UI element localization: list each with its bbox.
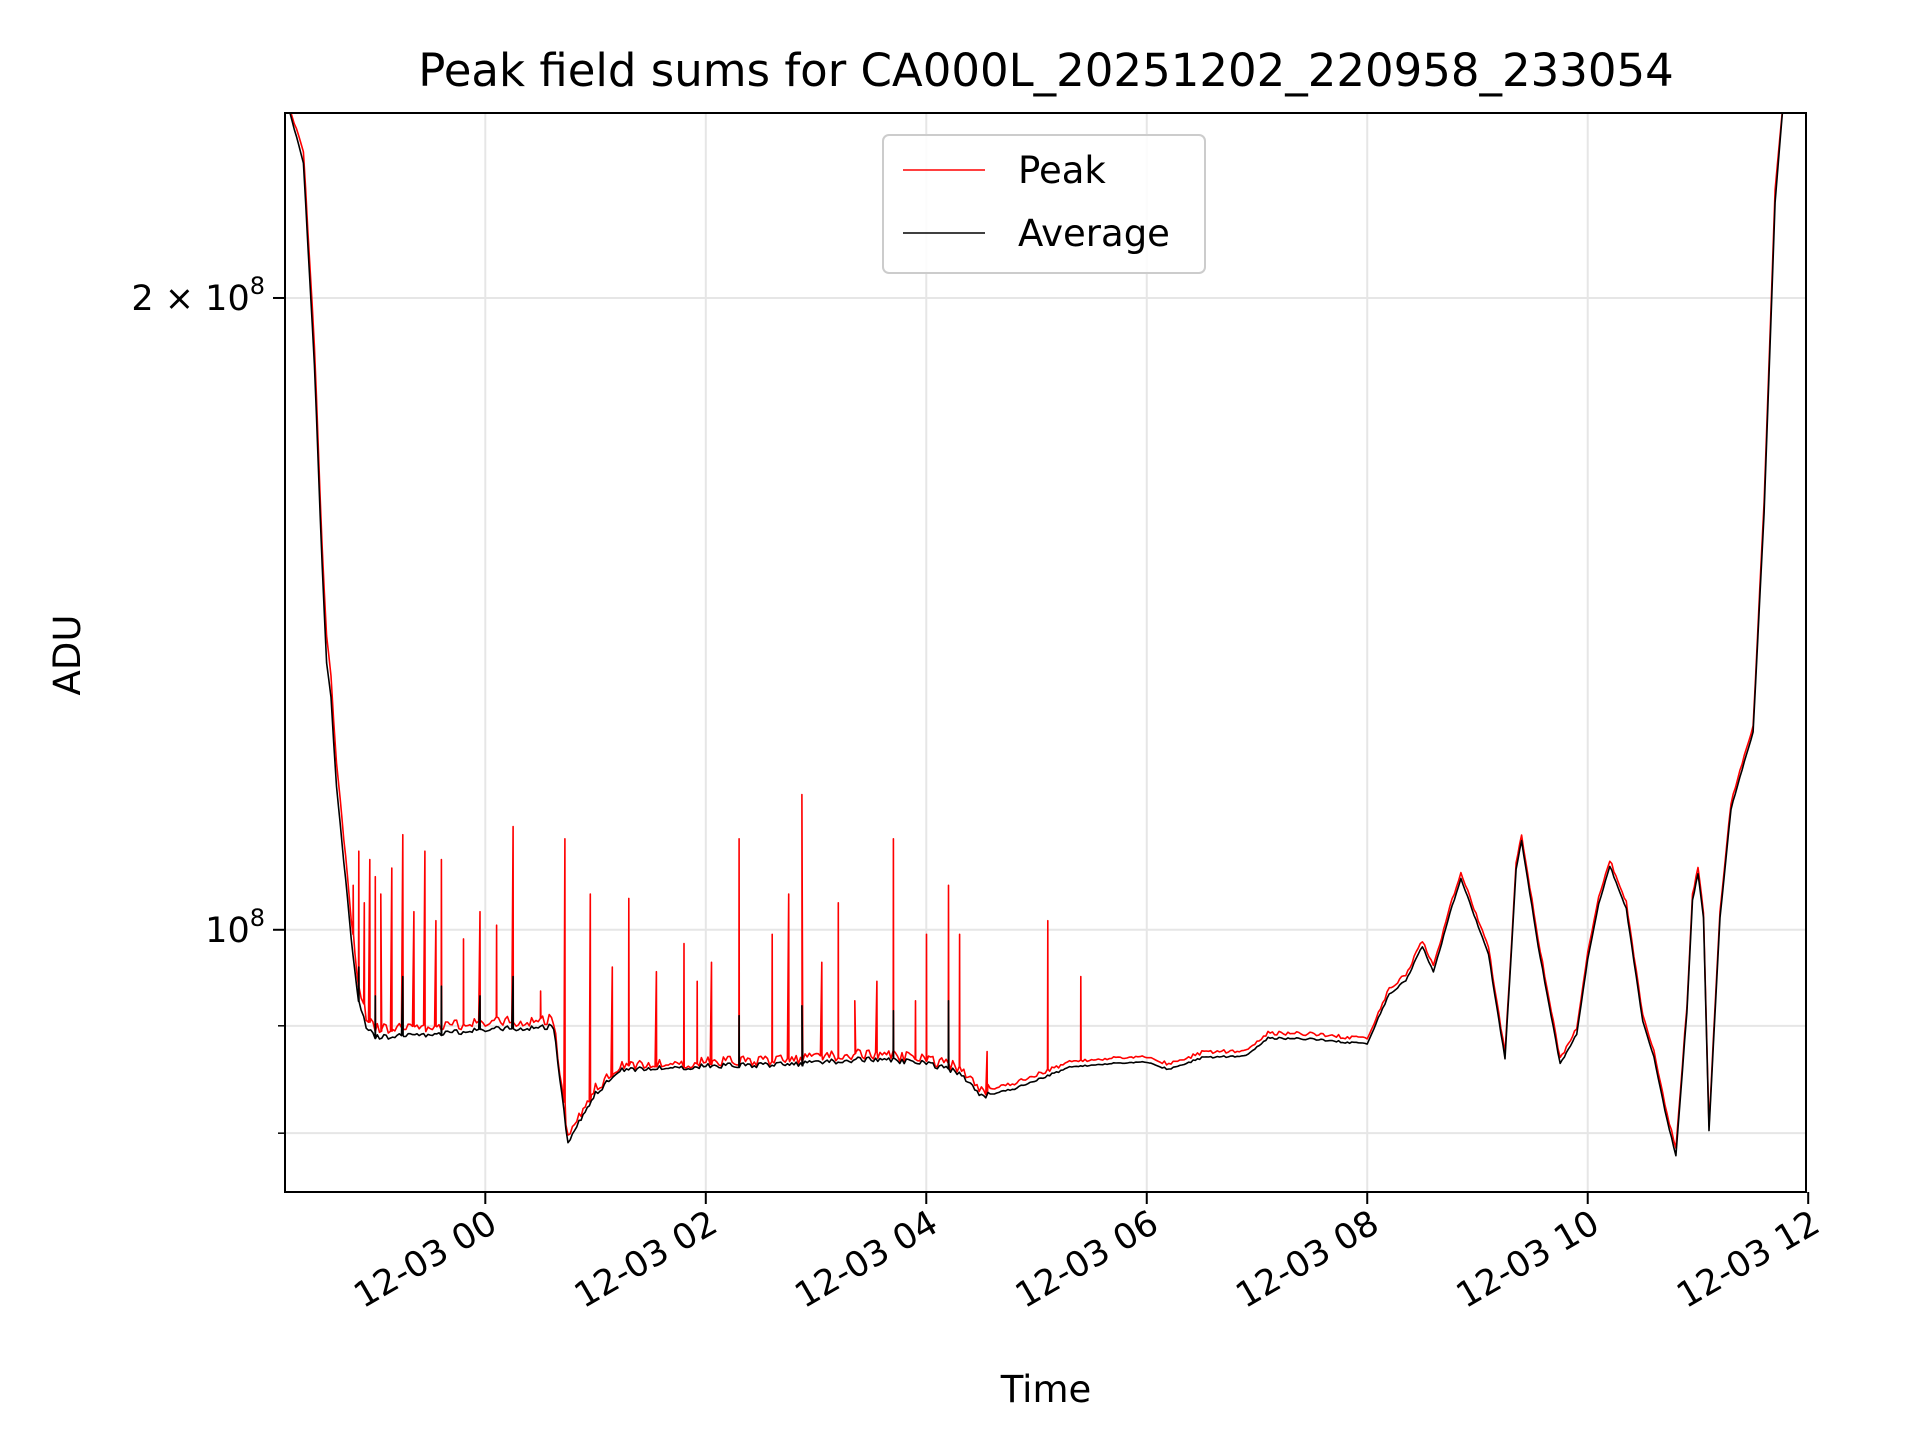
y-axis-label: ADU [46,615,89,696]
x-tick-label: 12-03 06 [1009,1203,1165,1316]
legend-label-peak: Peak [1018,149,1106,192]
x-tick-label: 12-03 00 [348,1203,504,1316]
x-tick-label: 12-03 02 [568,1203,724,1316]
x-tick-label: 12-03 12 [1670,1203,1826,1316]
x-axis-label: Time [1000,1368,1092,1411]
series-line-average [289,113,1784,1157]
y-tick-label: 2 × 108 [131,272,265,319]
x-tick-label: 12-03 08 [1229,1203,1385,1316]
y-tick-label-base: 2 × 10 [131,279,249,319]
legend-label-average: Average [1018,212,1170,255]
series-layer [289,113,1784,1157]
x-tick-label: 12-03 04 [788,1203,944,1316]
axes-frame [284,112,1807,1193]
y-tick-label: 108 [205,904,265,951]
chart-title: Peak field sums for CA000L_20251202_2209… [418,44,1674,97]
y-tick-label-exponent: 8 [250,272,265,300]
y-tick-label-base: 10 [205,911,250,951]
y-tick-label-exponent: 8 [250,904,265,932]
x-tick-label: 12-03 10 [1450,1203,1606,1316]
legend: Peak Average [882,134,1206,274]
grid [285,113,1806,1192]
ticks: 12-03 00 12-03 02 12-03 04 12-03 06 12-03 08… [131,272,1826,1317]
